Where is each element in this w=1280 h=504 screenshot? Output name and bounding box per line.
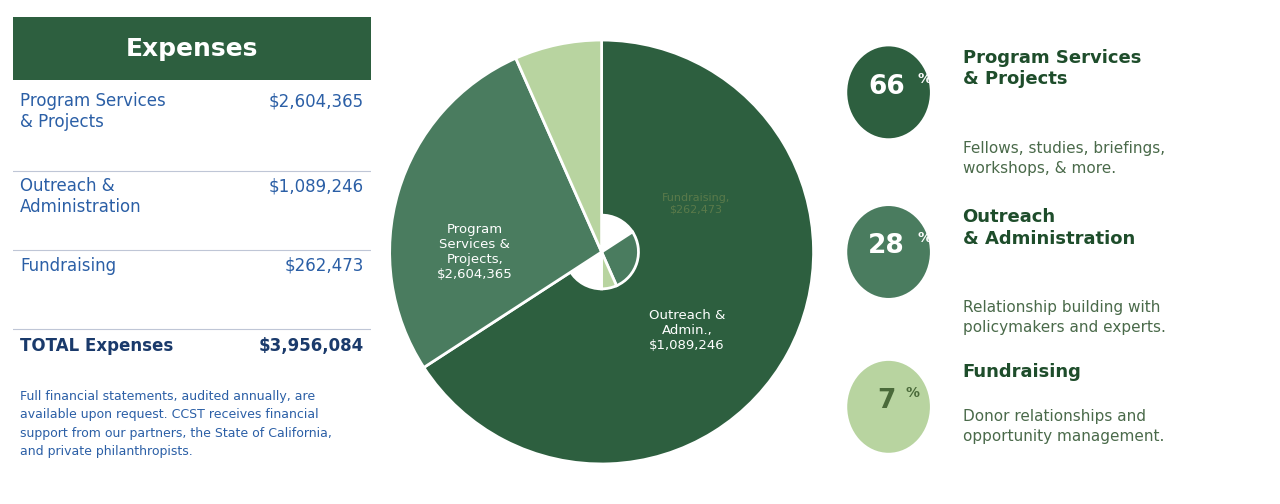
Text: Program Services
& Projects: Program Services & Projects [963, 49, 1140, 88]
Circle shape [847, 46, 931, 138]
Circle shape [847, 361, 931, 453]
Text: $1,089,246: $1,089,246 [269, 177, 364, 195]
Text: Outreach
& Administration: Outreach & Administration [963, 209, 1135, 248]
Text: %: % [918, 231, 932, 245]
Text: Outreach &
Administration: Outreach & Administration [20, 177, 142, 216]
Text: Fundraising: Fundraising [20, 257, 116, 275]
Text: Fundraising,
$262,473: Fundraising, $262,473 [662, 193, 731, 214]
Text: $2,604,365: $2,604,365 [269, 92, 364, 110]
Circle shape [847, 206, 931, 298]
Text: %: % [918, 72, 932, 86]
Text: Relationship building with
policymakers and experts.: Relationship building with policymakers … [963, 300, 1165, 335]
Text: Fellows, studies, briefings,
workshops, & more.: Fellows, studies, briefings, workshops, … [963, 141, 1165, 175]
Text: 66: 66 [868, 74, 905, 99]
Text: $3,956,084: $3,956,084 [259, 337, 364, 355]
Text: %: % [905, 386, 919, 400]
Text: Expenses: Expenses [125, 37, 259, 61]
Text: Donor relationships and
opportunity management.: Donor relationships and opportunity mana… [963, 409, 1164, 444]
Text: TOTAL Expenses: TOTAL Expenses [20, 337, 173, 355]
Wedge shape [424, 40, 814, 464]
Wedge shape [516, 40, 617, 289]
Text: Fundraising: Fundraising [963, 363, 1082, 382]
FancyBboxPatch shape [13, 17, 371, 80]
Text: Full financial statements, audited annually, are
available upon request. CCST re: Full financial statements, audited annua… [20, 390, 332, 459]
Text: Outreach &
Admin.,
$1,089,246: Outreach & Admin., $1,089,246 [649, 309, 724, 352]
Wedge shape [389, 58, 639, 367]
Text: 28: 28 [868, 233, 905, 259]
Text: 7: 7 [877, 388, 896, 414]
Text: Program
Services &
Projects,
$2,604,365: Program Services & Projects, $2,604,365 [436, 223, 513, 281]
Text: Program Services
& Projects: Program Services & Projects [20, 92, 165, 131]
Text: $262,473: $262,473 [284, 257, 364, 275]
